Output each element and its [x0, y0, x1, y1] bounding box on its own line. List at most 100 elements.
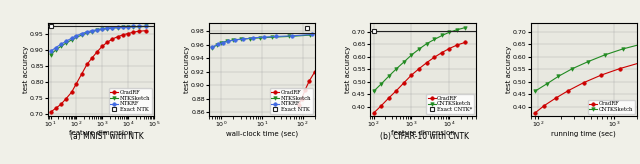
- GradRF: [78, 73, 86, 75]
- NTKSketch: [57, 45, 65, 47]
- GradRF: [445, 48, 453, 50]
- CNTKSketch: [568, 68, 576, 70]
- X-axis label: running time (sec): running time (sec): [552, 131, 616, 137]
- GradRF: [301, 89, 309, 91]
- Line: CNTKSketch: CNTKSketch: [372, 26, 467, 93]
- GradRF: [52, 107, 60, 109]
- NTKRF: [62, 40, 70, 42]
- NTKSketch: [135, 26, 143, 28]
- GradRF: [311, 71, 319, 73]
- GradRF: [400, 82, 408, 83]
- CNTKSketch: [453, 29, 461, 31]
- GradRF: [540, 105, 548, 107]
- CNTKSketch: [531, 90, 539, 92]
- GradRF: [461, 41, 468, 43]
- CNTKSketch: [584, 61, 591, 63]
- CNTKSketch: [400, 61, 408, 63]
- CNTKSketch: [431, 39, 438, 41]
- GradRF: [404, 44, 412, 46]
- CNTKSketch: [555, 75, 563, 77]
- CNTKSketch: [392, 68, 400, 70]
- GradRF: [422, 62, 430, 64]
- GradRF: [104, 41, 111, 43]
- NTKSketch: [209, 47, 216, 49]
- NTKRF: [214, 43, 222, 45]
- NTKSketch: [246, 38, 253, 40]
- NTKSketch: [83, 32, 91, 34]
- GradRF: [598, 74, 605, 76]
- NTKSketch: [143, 25, 150, 27]
- GradRF: [88, 57, 96, 59]
- NTKRF: [219, 42, 227, 44]
- NTKSketch: [306, 34, 314, 36]
- GradRF: [305, 80, 313, 82]
- Y-axis label: test accuracy: test accuracy: [184, 46, 189, 93]
- NTKRF: [209, 46, 216, 48]
- CNTKSketch: [378, 83, 385, 85]
- GradRF: [359, 45, 367, 47]
- X-axis label: feature dimension: feature dimension: [391, 131, 455, 136]
- Line: NTKSketch: NTKSketch: [211, 33, 312, 50]
- CNTKSketch: [408, 54, 415, 56]
- NTKRF: [57, 43, 65, 45]
- GradRF: [616, 68, 624, 70]
- GradRF: [47, 111, 54, 113]
- NTKSketch: [52, 49, 60, 51]
- GradRF: [327, 54, 335, 56]
- NTKRF: [99, 28, 106, 30]
- NTKSketch: [68, 39, 76, 41]
- NTKSketch: [93, 29, 101, 31]
- GradRF: [119, 34, 127, 36]
- Text: (a) MNIST with NTK: (a) MNIST with NTK: [70, 132, 144, 141]
- Y-axis label: test accuracy: test accuracy: [22, 46, 29, 93]
- GradRF: [438, 51, 446, 53]
- GradRF: [114, 36, 122, 38]
- GradRF: [636, 62, 640, 64]
- X-axis label: feature dimension: feature dimension: [69, 131, 133, 136]
- GradRF: [552, 97, 559, 99]
- GradRF: [318, 62, 326, 64]
- NTKSketch: [104, 28, 111, 30]
- Legend: GradRF, NTKSketch, NTKRF, Exact NTK: GradRF, NTKSketch, NTKRF, Exact NTK: [269, 88, 314, 114]
- NTKRF: [78, 32, 86, 34]
- GradRF: [408, 74, 415, 76]
- CNTKSketch: [415, 48, 423, 50]
- NTKSketch: [114, 27, 122, 29]
- NTKRF: [88, 30, 96, 32]
- GradRF: [57, 103, 65, 105]
- GradRF: [431, 56, 438, 58]
- Line: NTKSketch: NTKSketch: [49, 25, 148, 56]
- Line: NTKRF: NTKRF: [49, 24, 148, 53]
- Line: CNTKSketch: CNTKSketch: [533, 31, 640, 93]
- NTKRF: [231, 39, 239, 41]
- NTKSketch: [256, 37, 264, 39]
- NTKSketch: [47, 54, 54, 56]
- NTKRF: [225, 40, 232, 42]
- X-axis label: wall-clock time (sec): wall-clock time (sec): [226, 131, 298, 137]
- NTKSketch: [62, 42, 70, 44]
- NTKSketch: [213, 44, 221, 46]
- NTKRF: [288, 35, 296, 37]
- GradRF: [453, 44, 461, 46]
- GradRF: [370, 112, 378, 114]
- NTKRF: [129, 25, 137, 27]
- GradRF: [99, 45, 106, 47]
- NTKRF: [260, 36, 268, 38]
- CNTKSketch: [543, 83, 550, 85]
- NTKSketch: [78, 34, 86, 36]
- Line: GradRF: GradRF: [372, 41, 467, 115]
- NTKRF: [308, 33, 316, 35]
- GradRF: [129, 31, 137, 33]
- GradRF: [68, 91, 76, 93]
- Y-axis label: test accuracy: test accuracy: [344, 46, 351, 93]
- Legend: GradRF, NTKSketch, NTKRF, Exact NTK: GradRF, NTKSketch, NTKRF, Exact NTK: [109, 88, 152, 114]
- Text: (b) CIFAR-10 with CNTK: (b) CIFAR-10 with CNTK: [380, 132, 469, 141]
- NTKRF: [135, 25, 143, 27]
- Line: GradRF: GradRF: [49, 29, 148, 114]
- Line: GradRF: GradRF: [297, 43, 410, 107]
- NTKSketch: [72, 36, 80, 38]
- GradRF: [109, 38, 116, 40]
- GradRF: [143, 30, 150, 32]
- NTKRF: [109, 27, 116, 29]
- CNTKSketch: [461, 27, 468, 29]
